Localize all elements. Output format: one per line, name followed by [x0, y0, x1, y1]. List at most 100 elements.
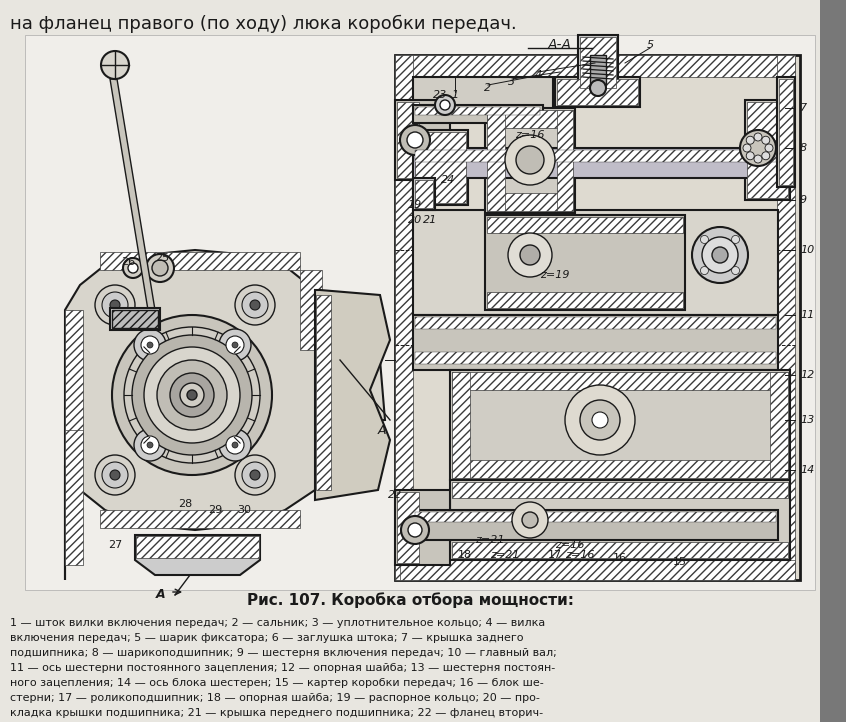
Circle shape: [232, 342, 238, 348]
Circle shape: [761, 152, 770, 160]
Text: подшипника; 8 — шарикоподшипник; 9 — шестерня включения передач; 10 — главный ва: подшипника; 8 — шарикоподшипник; 9 — шес…: [10, 648, 557, 658]
Circle shape: [124, 327, 260, 463]
Text: z=19: z=19: [541, 270, 569, 280]
Bar: [578, 35, 618, 90]
Circle shape: [754, 155, 762, 163]
Circle shape: [242, 292, 268, 318]
Circle shape: [700, 235, 708, 243]
Circle shape: [522, 512, 538, 528]
Text: 25: 25: [155, 253, 169, 263]
Circle shape: [508, 233, 552, 277]
Circle shape: [700, 266, 708, 274]
Bar: [487, 193, 573, 211]
Circle shape: [102, 462, 128, 488]
Bar: [397, 102, 419, 178]
Circle shape: [400, 125, 430, 155]
Circle shape: [101, 51, 129, 79]
Circle shape: [440, 100, 450, 110]
Text: z=16: z=16: [555, 540, 585, 550]
Bar: [747, 102, 788, 198]
Text: 19: 19: [408, 200, 422, 210]
Circle shape: [112, 315, 272, 475]
Bar: [415, 150, 776, 162]
Circle shape: [740, 130, 776, 166]
Circle shape: [235, 455, 275, 495]
Bar: [485, 108, 575, 213]
Bar: [487, 110, 573, 128]
Text: 10: 10: [800, 245, 814, 255]
Text: 29: 29: [208, 505, 222, 515]
Bar: [395, 100, 450, 180]
Bar: [100, 252, 300, 270]
Text: 27: 27: [108, 540, 122, 550]
Circle shape: [219, 429, 251, 461]
Circle shape: [765, 144, 773, 152]
Text: 11: 11: [800, 310, 814, 320]
Circle shape: [147, 342, 153, 348]
Circle shape: [592, 412, 608, 428]
Circle shape: [712, 247, 728, 263]
Bar: [820, 0, 846, 722]
Circle shape: [520, 245, 540, 265]
Bar: [452, 372, 470, 478]
Text: 3: 3: [508, 77, 515, 87]
Bar: [395, 490, 450, 565]
Circle shape: [144, 347, 240, 443]
Text: 1 — шток вилки включения передач; 2 — сальник; 3 — уплотнительное кольцо; 4 — ви: 1 — шток вилки включения передач; 2 — са…: [10, 618, 546, 628]
Text: 12: 12: [800, 370, 814, 380]
Circle shape: [743, 144, 751, 152]
Circle shape: [128, 263, 138, 273]
Circle shape: [435, 95, 455, 115]
Text: включения передач; 5 — шарик фиксатора; 6 — заглушка штока; 7 — крышка заднего: включения передач; 5 — шарик фиксатора; …: [10, 633, 524, 643]
Text: 11 — ось шестерни постоянного зацепления; 12 — опорная шайба; 13 — шестерня пост: 11 — ось шестерни постоянного зацепления…: [10, 663, 555, 673]
Circle shape: [242, 462, 268, 488]
Bar: [25, 35, 815, 590]
Circle shape: [250, 300, 260, 310]
Text: 21: 21: [423, 215, 437, 225]
Bar: [487, 292, 683, 308]
Circle shape: [219, 329, 251, 361]
Circle shape: [590, 80, 606, 96]
Bar: [300, 270, 322, 350]
Circle shape: [141, 436, 159, 454]
Bar: [590, 55, 606, 85]
Circle shape: [110, 470, 120, 480]
Circle shape: [134, 429, 166, 461]
Bar: [450, 480, 790, 560]
Bar: [397, 492, 419, 563]
Bar: [413, 148, 778, 178]
Circle shape: [692, 227, 748, 283]
Circle shape: [180, 383, 204, 407]
Circle shape: [102, 292, 128, 318]
Bar: [557, 79, 638, 105]
Circle shape: [187, 390, 197, 400]
Text: 18: 18: [458, 550, 472, 560]
Text: A: A: [378, 424, 387, 437]
Bar: [452, 482, 788, 498]
Circle shape: [134, 329, 166, 361]
Circle shape: [95, 455, 135, 495]
Text: z=21: z=21: [490, 550, 519, 560]
Polygon shape: [65, 250, 385, 580]
Bar: [415, 352, 776, 364]
Text: z=16: z=16: [565, 550, 595, 560]
Bar: [485, 215, 685, 310]
Text: на фланец правого (по ходу) люка коробки передач.: на фланец правого (по ходу) люка коробки…: [10, 15, 517, 33]
Text: 24: 24: [441, 175, 455, 185]
Text: 22: 22: [387, 490, 402, 500]
Bar: [555, 77, 640, 107]
Circle shape: [516, 146, 544, 174]
Circle shape: [170, 373, 214, 417]
Bar: [777, 55, 795, 580]
Text: 23: 23: [433, 90, 448, 100]
Bar: [452, 460, 788, 478]
Text: 4: 4: [535, 70, 541, 80]
Bar: [415, 132, 466, 203]
Text: 14: 14: [800, 465, 814, 475]
Text: 28: 28: [178, 499, 192, 509]
Bar: [779, 79, 793, 185]
Circle shape: [146, 254, 174, 282]
Circle shape: [746, 136, 755, 144]
Circle shape: [732, 266, 739, 274]
Bar: [413, 77, 553, 117]
